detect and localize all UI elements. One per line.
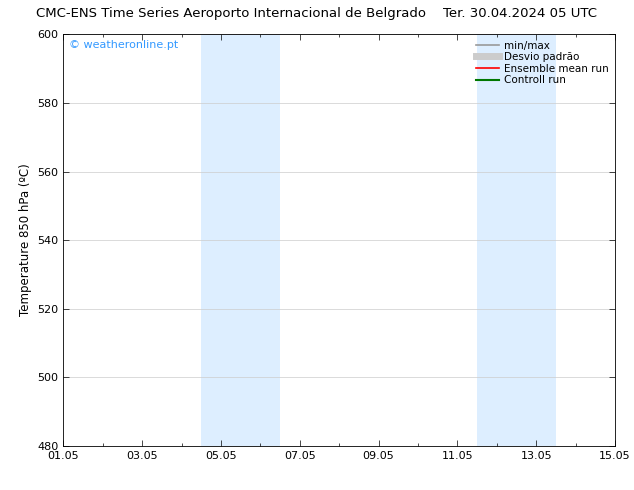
Text: © weatheronline.pt: © weatheronline.pt <box>69 41 178 50</box>
Text: CMC-ENS Time Series Aeroporto Internacional de Belgrado    Ter. 30.04.2024 05 UT: CMC-ENS Time Series Aeroporto Internacio… <box>37 7 597 21</box>
Bar <box>477 34 556 446</box>
Y-axis label: Temperature 850 hPa (ºC): Temperature 850 hPa (ºC) <box>19 164 32 317</box>
Bar <box>202 34 280 446</box>
Legend: min/max, Desvio padrão, Ensemble mean run, Controll run: min/max, Desvio padrão, Ensemble mean ru… <box>472 36 613 89</box>
